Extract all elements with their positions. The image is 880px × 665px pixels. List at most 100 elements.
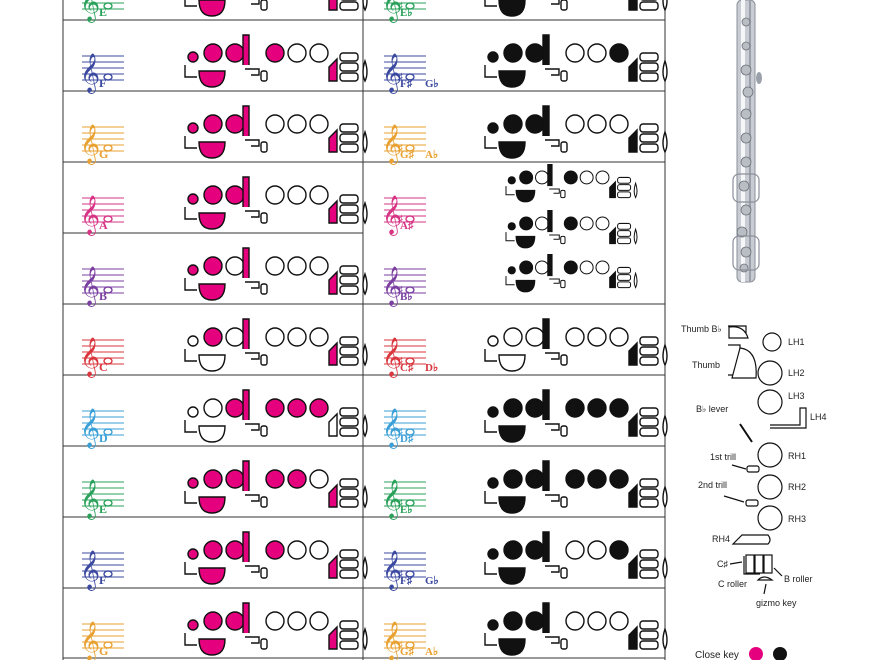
treble-clef-icon: 𝄞	[80, 409, 100, 449]
note-head	[103, 215, 113, 223]
staff-right-0: 𝄞♯	[382, 0, 426, 23]
staff-left-1: 𝄞	[80, 54, 124, 94]
treble-clef-icon: 𝄞	[382, 480, 402, 520]
close-key-black-swatch	[773, 647, 787, 661]
treble-clef-icon: 𝄞	[382, 409, 402, 449]
fingering-diagram-right-5	[484, 318, 668, 372]
note-head	[103, 570, 113, 578]
staff-right-2: 𝄞♯	[382, 125, 426, 165]
accidental: ♯	[398, 1, 403, 12]
note-label-right-alt: A♭	[425, 646, 438, 658]
key-legend: Thumb B♭ Thumb LH1 LH2 LH3 LH4 B♭ lever …	[681, 324, 827, 661]
accidental: ♯	[398, 427, 403, 438]
legend-trill2: 2nd trill	[698, 480, 727, 490]
fingering-diagram-as-1	[505, 163, 638, 203]
fingering-diagram-as-2	[505, 209, 638, 249]
staff-right-1: 𝄞♯	[382, 54, 426, 94]
note-label-right-alt: G♭	[425, 575, 439, 587]
note-head	[405, 570, 415, 578]
staff-right-6: 𝄞♯	[382, 409, 426, 449]
treble-clef-icon: 𝄞	[80, 338, 100, 378]
note-head	[405, 286, 415, 294]
treble-clef-icon: 𝄞	[80, 267, 100, 307]
accidental: ♯	[398, 640, 403, 651]
treble-clef-icon: 𝄞	[382, 0, 402, 23]
legend-lh2: LH2	[788, 368, 805, 378]
treble-clef-icon: 𝄞	[80, 125, 100, 165]
treble-clef-icon: 𝄞	[382, 125, 402, 165]
note-head	[405, 144, 415, 152]
staff-right-3: 𝄞♯	[382, 196, 426, 236]
note-head	[103, 428, 113, 436]
note-label-right: D♯	[400, 433, 414, 445]
note-label-left: E	[99, 5, 107, 19]
staff-left-5: 𝄞	[80, 338, 124, 378]
note-label-right: B♭	[400, 291, 413, 303]
legend-c-roller: C roller	[718, 579, 747, 589]
fingering-diagram-left-3	[184, 176, 368, 230]
note-label-right-alt: D♭	[425, 362, 438, 374]
fingering-diagram-left-5	[184, 318, 368, 372]
accidental: ♯	[398, 569, 403, 580]
treble-clef-icon: 𝄞	[80, 196, 100, 236]
accidental: ♯	[398, 356, 403, 367]
treble-clef-icon: 𝄞	[80, 54, 100, 94]
accidental: ♯	[398, 214, 403, 225]
legend-bb-lever: B♭ lever	[696, 404, 728, 414]
treble-clef-icon: 𝄞	[382, 196, 402, 236]
legend-b-roller: B roller	[784, 574, 813, 584]
note-label-right: E♭	[400, 7, 413, 19]
note-head	[405, 499, 415, 507]
note-head	[103, 73, 113, 81]
fingering-diagram-left-6	[184, 389, 368, 443]
note-head	[103, 357, 113, 365]
note-label-right: A♯	[400, 220, 414, 232]
fingering-diagram-left-2	[184, 105, 368, 159]
staff-left-7: 𝄞	[80, 480, 124, 520]
note-head	[405, 357, 415, 365]
note-label-left: F	[99, 76, 106, 90]
chart-grid	[62, 0, 666, 660]
note-head	[405, 428, 415, 436]
accidental: ♯	[398, 143, 403, 154]
chart-rows: 𝄞E𝄞F𝄞G𝄞A𝄞B𝄞C𝄞D𝄞E𝄞F𝄞G𝄞♯E♭𝄞♯F♯ G♭𝄞♯G♯ A♭𝄞♯A♯…	[80, 0, 668, 662]
fingering-diagram-left-4	[184, 247, 368, 301]
staff-left-3: 𝄞	[80, 196, 124, 236]
note-label-left: G	[99, 644, 108, 658]
note-head	[103, 641, 113, 649]
fingering-diagram-right-1	[484, 34, 668, 88]
note-label-left: C	[99, 360, 108, 374]
fingering-diagram-left-9	[184, 602, 368, 656]
staff-right-4: 𝄞♯	[382, 267, 426, 307]
legend-trill1: 1st trill	[710, 452, 736, 462]
note-label-right-alt: A♭	[425, 149, 438, 161]
note-label-right: G♯	[400, 646, 415, 658]
treble-clef-icon: 𝄞	[382, 551, 402, 591]
fingering-diagram-left-7	[184, 460, 368, 514]
staff-left-8: 𝄞	[80, 551, 124, 591]
staff-left-0: 𝄞	[80, 0, 124, 23]
note-label-right-alt: G♭	[425, 78, 439, 90]
flute-image	[732, 0, 762, 283]
treble-clef-icon: 𝄞	[382, 267, 402, 307]
note-head	[103, 499, 113, 507]
note-label-right: G♯	[400, 149, 415, 161]
legend-rh3: RH3	[788, 514, 806, 524]
note-head	[405, 2, 415, 10]
treble-clef-icon: 𝄞	[80, 622, 100, 660]
treble-clef-icon: 𝄞	[382, 338, 402, 378]
note-head	[405, 641, 415, 649]
note-head	[405, 73, 415, 81]
fingering-diagram-right-7	[484, 460, 668, 514]
note-label-left: D	[99, 431, 108, 445]
note-head	[103, 144, 113, 152]
fingering-diagram-right-9	[484, 602, 668, 656]
legend-lh1: LH1	[788, 337, 805, 347]
accidental: ♯	[398, 72, 403, 83]
note-label-right: F♯	[400, 78, 413, 90]
legend-c-sharp: C♯	[717, 559, 728, 569]
treble-clef-icon: 𝄞	[382, 622, 402, 660]
note-head	[405, 215, 415, 223]
legend-close-key: Close key	[695, 650, 739, 660]
